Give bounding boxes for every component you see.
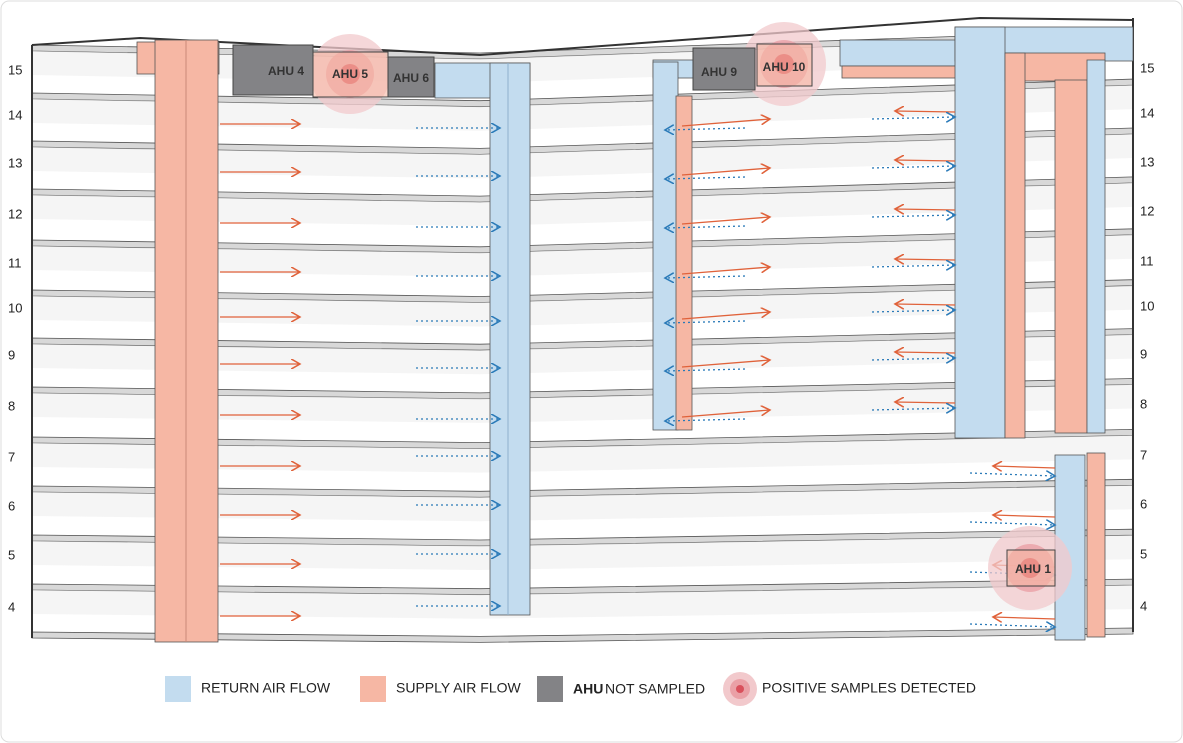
ahu-box	[312, 51, 389, 98]
supply-arrow	[681, 360, 770, 368]
floor-label: 15	[1140, 60, 1154, 75]
airflow-arrows	[220, 111, 1055, 627]
floor-band	[32, 182, 1133, 227]
supply-arrow	[993, 515, 1056, 517]
floor-band	[32, 234, 1133, 277]
ahu-label: AHU 10	[763, 60, 806, 74]
return-arrow	[665, 177, 746, 179]
floor-label: 4	[8, 599, 15, 614]
floor-label: 12	[1140, 203, 1154, 218]
floor-label: 8	[8, 398, 15, 413]
return-arrow	[871, 265, 955, 267]
floor-label: 13	[1140, 154, 1154, 169]
supply-arrow	[895, 259, 956, 260]
ahu-box	[387, 56, 435, 98]
return-arrow	[871, 408, 955, 410]
supply-arrow	[895, 209, 956, 210]
supply-arrow	[681, 217, 770, 225]
ahu-label: AHU 4	[268, 64, 304, 78]
floor-label: 9	[8, 347, 15, 362]
legend-label: POSITIVE SAMPLES DETECTED	[762, 680, 976, 696]
floor-band	[32, 134, 1133, 179]
return-arrow	[665, 128, 746, 130]
floor-band	[32, 585, 1133, 619]
return-arrow	[969, 624, 1055, 627]
floor-band	[32, 334, 1133, 375]
return-arrow	[665, 226, 746, 228]
ahu-label: AHU 5	[332, 67, 368, 81]
floor-label: 10	[8, 300, 22, 315]
return-arrow	[871, 215, 955, 217]
return-arrow	[871, 166, 955, 168]
return-arrow	[871, 310, 955, 312]
ahu-label: AHU 1	[1015, 562, 1051, 576]
floor-label: 6	[8, 498, 15, 513]
legend-swatch	[165, 676, 191, 702]
supply-arrow	[993, 617, 1056, 619]
supply-arrow	[681, 410, 770, 418]
return-arrow	[871, 117, 955, 119]
return-arrow	[969, 473, 1055, 476]
return-arrow	[665, 369, 746, 371]
supply-arrow	[681, 312, 770, 320]
ahu-box	[692, 47, 756, 91]
supply-arrow	[681, 119, 770, 127]
ahu-label: AHU 9	[701, 65, 737, 79]
ducts	[136, 26, 1134, 643]
ahu-box	[1006, 549, 1056, 587]
legend-label: AHU	[573, 681, 603, 697]
legend-label: NOT SAMPLED	[605, 681, 705, 697]
floor-labels: 15 14 13 12 11 10 9 8 7 6 5 4 15 14 13 12 11 10 9 8 7 6 5 4	[8, 60, 1154, 614]
floor-band	[32, 285, 1133, 327]
floor-label: 6	[1140, 496, 1147, 511]
floor-label: 12	[8, 206, 22, 221]
roof-edge	[31, 16, 1134, 57]
supply-arrow	[895, 402, 956, 403]
floor-band	[32, 535, 1133, 570]
return-arrow	[665, 276, 746, 278]
floor-band	[32, 435, 1133, 473]
legend: RETURN AIR FLOW SUPPLY AIR FLOW AHU NOT …	[165, 672, 976, 706]
supply-arrow	[895, 160, 956, 161]
supply-arrow	[681, 168, 770, 176]
floor-label: 13	[8, 155, 22, 170]
floor-label: 7	[8, 449, 15, 464]
supply-arrow	[895, 352, 956, 353]
supply-arrow	[681, 267, 770, 275]
floor-label: 10	[1140, 298, 1154, 313]
supply-arrow	[895, 111, 956, 112]
supply-arrow	[895, 304, 956, 305]
floor-band	[32, 485, 1133, 522]
floor-label: 7	[1140, 447, 1147, 462]
return-arrow	[871, 358, 955, 360]
floor-label: 5	[1140, 546, 1147, 561]
floor-label: 5	[8, 547, 15, 562]
floor-label: 4	[1140, 598, 1147, 613]
legend-swatch	[360, 676, 386, 702]
floor-band	[32, 85, 1133, 131]
floor-label: 11	[1140, 253, 1154, 268]
floor-label: 11	[8, 255, 22, 270]
floor-band	[32, 384, 1133, 423]
ahu-label: AHU 6	[393, 71, 429, 85]
return-arrow	[665, 321, 746, 323]
legend-label: SUPPLY AIR FLOW	[396, 680, 522, 696]
return-arrow	[665, 419, 746, 421]
floor-label: 9	[1140, 346, 1147, 361]
supply-arrow	[993, 466, 1056, 468]
return-arrow	[969, 522, 1055, 525]
floor-label: 15	[8, 62, 22, 77]
ahu-box	[232, 44, 314, 96]
floor-label: 14	[1140, 105, 1154, 120]
legend-swatch	[537, 676, 563, 702]
ahu-box	[756, 43, 813, 87]
air-handling-units: AHU 4 AHU 5 AHU 6 AHU 9 AHU 10 AHU 1	[232, 43, 1056, 587]
legend-label: RETURN AIR FLOW	[201, 680, 331, 696]
floor-label: 8	[1140, 396, 1147, 411]
floor-label: 14	[8, 107, 22, 122]
